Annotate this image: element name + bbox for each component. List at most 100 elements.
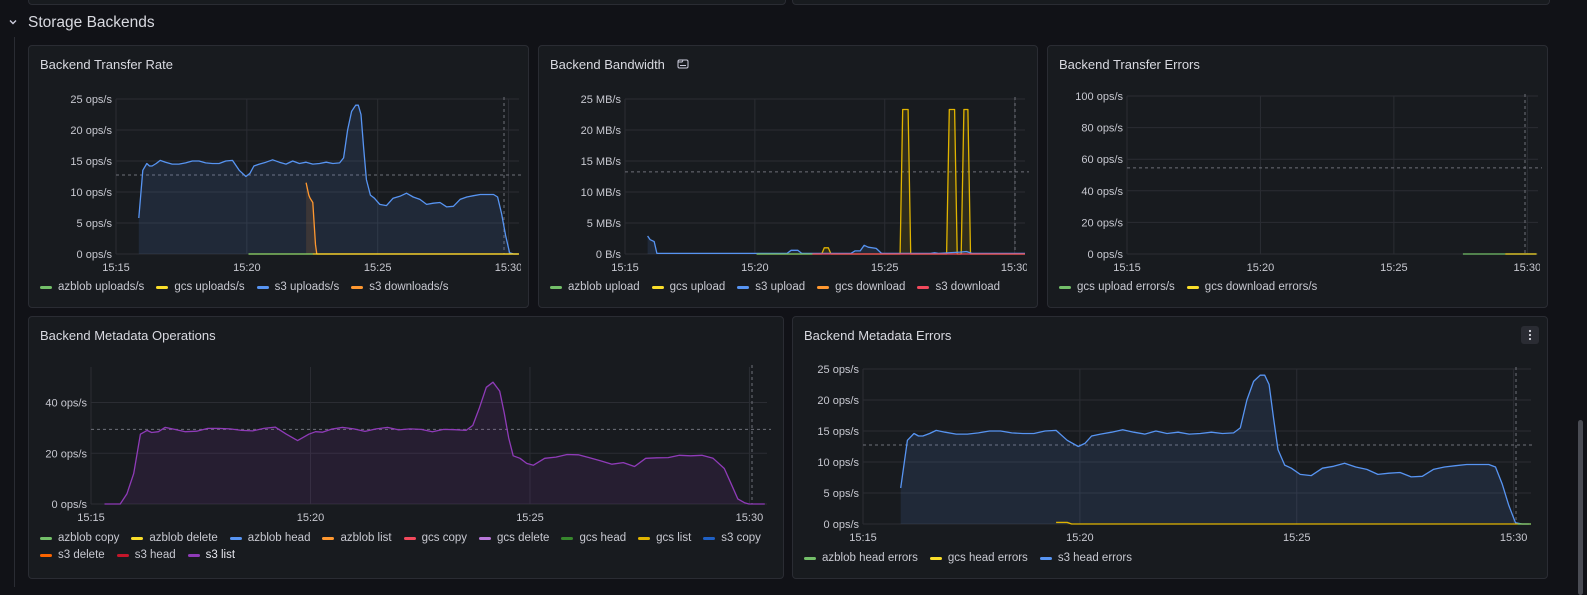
row-title: Storage Backends — [28, 14, 155, 31]
series-line-s3-upload[interactable] — [647, 235, 1025, 255]
legend-swatch — [804, 556, 816, 560]
legend-label: gcs head errors — [947, 552, 1028, 564]
legend-swatch — [187, 553, 200, 557]
panel-backend-metadata-errors[interactable]: Backend Metadata Errors 0 ops/s 5 ops/s 10… — [792, 316, 1548, 579]
legend-item[interactable]: gcs upload errors/s — [1059, 281, 1175, 293]
legend-label: s3 head — [134, 549, 176, 561]
series-line-gcs-head-errors[interactable] — [1056, 521, 1531, 525]
y-tick-label: 20 ops/s — [70, 125, 112, 137]
legend-item[interactable]: s3 upload — [737, 281, 805, 293]
legend-item[interactable]: azblob head errors — [804, 552, 918, 564]
legend-item[interactable]: gcs copy — [403, 532, 467, 544]
y-tick-label: 0 B/s — [596, 249, 622, 261]
series-line-gcs-upload[interactable] — [756, 108, 1025, 255]
legend-item[interactable]: s3 downloads/s — [351, 281, 449, 293]
chart-backend-transfer-rate[interactable]: 0 ops/s 5 ops/s 10 ops/s 15 ops/s 20 ops/s 25… — [29, 46, 530, 309]
x-tick-label: 15:30 — [495, 262, 523, 274]
panel-title: Backend Transfer Rate — [40, 57, 173, 72]
panel-backend-metadata-operations[interactable]: Backend Metadata Operations 0 ops/s 20 op… — [28, 316, 784, 579]
legend-item[interactable]: azblob head — [229, 532, 310, 544]
legend-swatch — [229, 536, 242, 540]
legend-item[interactable]: s3 list — [187, 549, 235, 561]
legend-label: gcs delete — [497, 532, 550, 544]
x-tick-label: 15:20 — [1066, 532, 1094, 544]
legend-swatch — [131, 536, 144, 540]
chart-backend-metadata-operations[interactable]: 0 ops/s20 ops/s40 ops/s15:0515:1015:1515… — [29, 317, 785, 580]
chart-backend-bandwidth[interactable]: 0 B/s 5 MB/s 10 MB/s 15 MB/s 20 MB/s 25 MB/s 1… — [539, 46, 1039, 309]
legend-item[interactable]: s3 download — [917, 281, 1000, 293]
chevron-down-icon[interactable] — [8, 17, 18, 29]
legend-item[interactable]: azblob uploads/s — [40, 281, 144, 293]
legend-swatch — [1039, 556, 1052, 560]
x-tick-label: 15:25 — [1380, 262, 1408, 274]
y-tick-label: 10 ops/s — [817, 457, 859, 469]
legend-item[interactable]: s3 head errors — [1039, 552, 1132, 564]
legend-item[interactable]: gcs download errors/s — [1186, 281, 1317, 293]
series-line-s3-list[interactable] — [104, 381, 765, 505]
y-tick-label: 0 ops/s — [52, 499, 88, 511]
legend-item[interactable]: s3 uploads/s — [256, 281, 339, 293]
more-vertical-icon[interactable] — [1521, 326, 1539, 344]
series-line-s3-uploads-s[interactable] — [138, 104, 518, 255]
legend-item[interactable]: azblob upload — [550, 281, 640, 293]
legend-item[interactable]: azblob list — [322, 532, 392, 544]
y-tick-label: 15 ops/s — [817, 426, 859, 438]
x-tick-label: 15:30 — [736, 512, 764, 524]
chart-backend-metadata-errors[interactable]: 0 ops/s 5 ops/s 10 ops/s 15 ops/s 20 ops/s 25… — [793, 317, 1549, 580]
legend-swatch — [40, 553, 52, 557]
y-tick-label: 0 ops/s — [824, 519, 860, 531]
panel-backend-transfer-rate[interactable]: Backend Transfer Rate 0 ops/s 5 ops/s 10 o… — [28, 45, 529, 308]
legend-swatch — [156, 285, 169, 289]
legend-item[interactable]: gcs head — [561, 532, 626, 544]
legend-swatch — [322, 536, 335, 540]
library-panel-icon — [677, 57, 689, 72]
legend-swatch — [737, 285, 750, 289]
row-header-storage-backends[interactable]: Storage Backends — [8, 14, 155, 32]
panel-title: Backend Metadata Errors — [804, 328, 952, 343]
legend-swatch — [917, 285, 930, 289]
legend-item[interactable]: azblob copy — [40, 532, 119, 544]
legend-label: azblob copy — [58, 532, 120, 544]
legend-item[interactable]: gcs list — [638, 532, 691, 544]
legend-swatch — [116, 553, 129, 557]
series-line-s3-head-errors[interactable] — [900, 374, 1529, 525]
series-area-s3-uploads-s — [138, 105, 518, 254]
scrollbar[interactable] — [1578, 420, 1583, 595]
legend-label: gcs uploads/s — [174, 281, 245, 293]
legend-item[interactable]: gcs download — [817, 281, 905, 293]
y-tick-label: 0 ops/s — [1088, 249, 1124, 261]
x-tick-label: 15:30 — [1001, 262, 1029, 274]
x-tick-label: 15:15 — [77, 512, 105, 524]
legend-swatch — [479, 536, 491, 540]
x-tick-label: 15:15 — [102, 262, 130, 274]
legend-item[interactable]: gcs head errors — [929, 552, 1028, 564]
y-tick-label: 20 ops/s — [817, 395, 859, 407]
legend-item[interactable]: s3 copy — [703, 532, 761, 544]
series-area-gcs-upload — [756, 109, 1025, 254]
legend-item[interactable]: gcs uploads/s — [156, 281, 245, 293]
previous-panel-left — [28, 0, 786, 5]
panel-title: Backend Bandwidth — [550, 57, 665, 72]
legend-item[interactable]: azblob delete — [131, 532, 218, 544]
x-tick-label: 15:15 — [611, 262, 639, 274]
legend-item[interactable]: s3 head — [116, 549, 176, 561]
legend-swatch — [929, 556, 942, 560]
y-tick-label: 10 ops/s — [70, 187, 112, 199]
y-tick-label: 60 ops/s — [1081, 154, 1123, 166]
legend-label: s3 delete — [58, 549, 105, 561]
x-tick-label: 15:20 — [233, 262, 261, 274]
legend-item[interactable]: gcs delete — [479, 532, 549, 544]
legend-item[interactable]: s3 delete — [40, 549, 105, 561]
legend-label: azblob list — [340, 532, 392, 544]
legend-swatch — [703, 536, 716, 540]
chart-backend-transfer-errors[interactable]: 0 ops/s 20 ops/s 40 ops/s 60 ops/s 80 ops/s 1… — [1048, 46, 1549, 309]
panel-backend-transfer-errors[interactable]: Backend Transfer Errors 0 ops/s 20 ops/s 4… — [1047, 45, 1548, 308]
y-tick-label: 10 MB/s — [581, 187, 622, 199]
y-tick-label: 5 ops/s — [824, 488, 860, 500]
legend-label: gcs upload errors/s — [1077, 281, 1175, 293]
legend-item[interactable]: gcs upload — [651, 281, 725, 293]
legend-swatch — [817, 285, 830, 289]
y-tick-label: 5 ops/s — [77, 218, 113, 230]
panel-backend-bandwidth[interactable]: Backend Bandwidth 0 B/s 5 MB/s 10 MB/s 15 M… — [538, 45, 1038, 308]
row-guide-line — [14, 37, 15, 587]
